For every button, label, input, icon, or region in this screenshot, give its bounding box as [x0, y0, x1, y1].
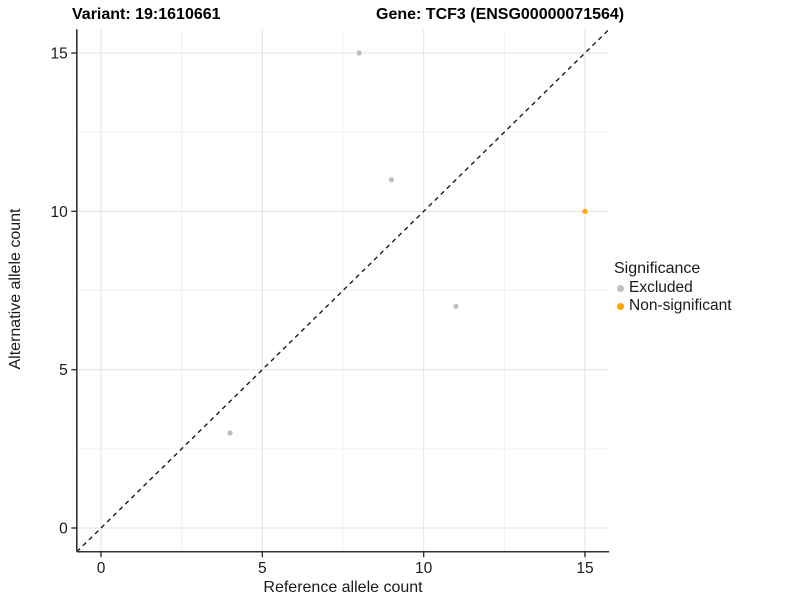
x-axis-title: Reference allele count [263, 579, 423, 596]
legend-swatch-excluded-icon [617, 284, 624, 292]
x-tick-label: 15 [576, 560, 593, 577]
legend-item-label: Non-significant [629, 297, 732, 314]
variant-title: Variant: 19:1610661 [72, 6, 221, 23]
legend-swatch-non-significant-icon [617, 302, 624, 310]
data-point-excluded [227, 430, 233, 436]
identity-line [76, 28, 610, 553]
data-point-excluded [453, 303, 459, 309]
legend-item-label: Excluded [629, 279, 693, 296]
y-axis-title: Alternative allele count [7, 208, 24, 370]
y-tick-label: 0 [59, 521, 68, 538]
data-point-excluded [388, 177, 394, 183]
legend-item: Excluded [614, 279, 732, 297]
legend-title: Significance [614, 260, 701, 277]
x-tick-label: 10 [415, 560, 433, 577]
data-point-excluded [356, 50, 362, 56]
y-tick-label: 5 [59, 362, 68, 379]
x-tick-label: 0 [97, 560, 106, 577]
legend-item: Non-significant [614, 297, 732, 315]
gene-title: Gene: TCF3 (ENSG00000071564) [376, 6, 625, 23]
legend: Significance Excluded Non-significant [614, 259, 732, 315]
data-point-non-significant [582, 208, 588, 214]
x-tick-label: 5 [258, 560, 267, 577]
y-tick-label: 15 [51, 46, 68, 63]
y-tick-label: 10 [51, 204, 69, 221]
